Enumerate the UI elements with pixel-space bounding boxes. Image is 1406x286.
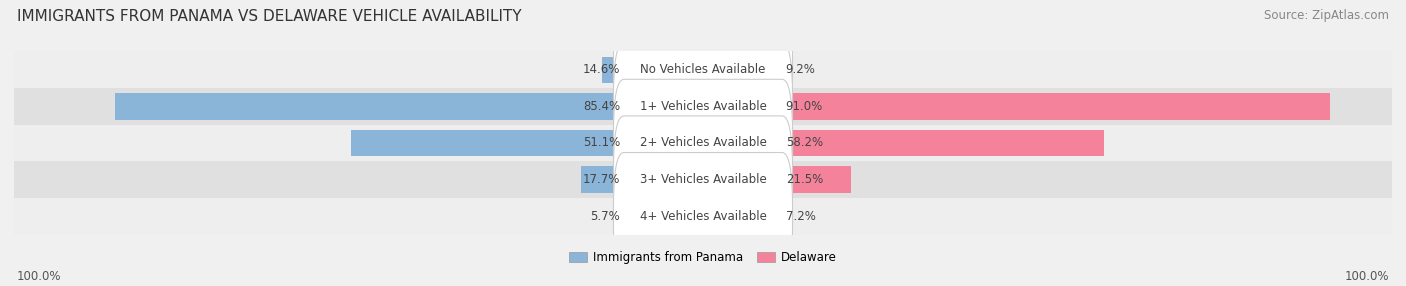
Text: 4+ Vehicles Available: 4+ Vehicles Available bbox=[640, 210, 766, 223]
Text: 1+ Vehicles Available: 1+ Vehicles Available bbox=[640, 100, 766, 113]
FancyBboxPatch shape bbox=[613, 79, 793, 207]
Text: IMMIGRANTS FROM PANAMA VS DELAWARE VEHICLE AVAILABILITY: IMMIGRANTS FROM PANAMA VS DELAWARE VEHIC… bbox=[17, 9, 522, 23]
FancyBboxPatch shape bbox=[14, 51, 1392, 88]
FancyBboxPatch shape bbox=[613, 152, 793, 280]
Bar bbox=[664, 203, 703, 229]
Text: 3+ Vehicles Available: 3+ Vehicles Available bbox=[640, 173, 766, 186]
Text: 51.1%: 51.1% bbox=[583, 136, 620, 150]
Text: 100.0%: 100.0% bbox=[1344, 270, 1389, 283]
Text: 2+ Vehicles Available: 2+ Vehicles Available bbox=[640, 136, 766, 150]
Text: 14.6%: 14.6% bbox=[583, 63, 620, 76]
Text: 100.0%: 100.0% bbox=[17, 270, 62, 283]
Text: 7.2%: 7.2% bbox=[786, 210, 815, 223]
FancyBboxPatch shape bbox=[14, 161, 1392, 198]
Text: 17.7%: 17.7% bbox=[583, 173, 620, 186]
FancyBboxPatch shape bbox=[14, 198, 1392, 235]
Legend: Immigrants from Panama, Delaware: Immigrants from Panama, Delaware bbox=[565, 247, 841, 269]
Bar bbox=[115, 93, 703, 120]
Text: 58.2%: 58.2% bbox=[786, 136, 823, 150]
Text: 21.5%: 21.5% bbox=[786, 173, 823, 186]
Text: 9.2%: 9.2% bbox=[786, 63, 815, 76]
FancyBboxPatch shape bbox=[14, 88, 1392, 125]
FancyBboxPatch shape bbox=[613, 6, 793, 134]
Text: 85.4%: 85.4% bbox=[583, 100, 620, 113]
FancyBboxPatch shape bbox=[14, 125, 1392, 161]
Text: 91.0%: 91.0% bbox=[786, 100, 823, 113]
Text: Source: ZipAtlas.com: Source: ZipAtlas.com bbox=[1264, 9, 1389, 21]
Bar bbox=[703, 130, 1104, 156]
Bar bbox=[703, 166, 851, 193]
Bar bbox=[602, 57, 703, 83]
Bar bbox=[581, 166, 703, 193]
Text: 5.7%: 5.7% bbox=[591, 210, 620, 223]
Bar bbox=[703, 93, 1330, 120]
Bar bbox=[352, 130, 703, 156]
Text: No Vehicles Available: No Vehicles Available bbox=[640, 63, 766, 76]
FancyBboxPatch shape bbox=[613, 116, 793, 243]
Bar bbox=[703, 57, 766, 83]
Bar bbox=[703, 203, 752, 229]
FancyBboxPatch shape bbox=[613, 43, 793, 170]
